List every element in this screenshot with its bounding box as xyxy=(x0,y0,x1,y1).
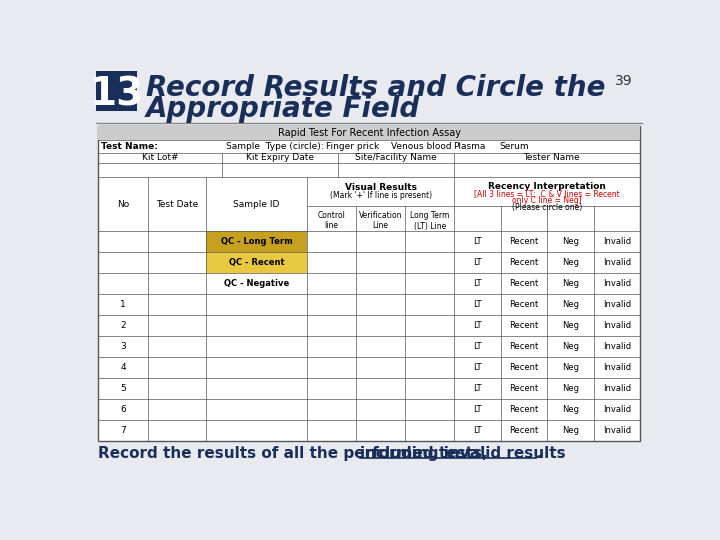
Text: Recent: Recent xyxy=(509,237,539,246)
Text: Visual Results: Visual Results xyxy=(345,184,417,192)
Text: Recent: Recent xyxy=(509,404,539,414)
Text: Neg: Neg xyxy=(562,279,579,288)
Text: Sample  Type (circle):: Sample Type (circle): xyxy=(225,142,323,151)
Text: Recency Interpretation: Recency Interpretation xyxy=(488,182,606,191)
Text: 39: 39 xyxy=(615,74,632,88)
Text: 7: 7 xyxy=(120,426,126,435)
Text: 13: 13 xyxy=(89,75,143,113)
Bar xyxy=(96,71,137,111)
Text: Finger prick: Finger prick xyxy=(326,142,379,151)
Text: 5: 5 xyxy=(120,384,126,393)
Text: Invalid: Invalid xyxy=(603,342,631,351)
Text: Recent: Recent xyxy=(509,258,539,267)
Text: (Mark '+' If line is present): (Mark '+' If line is present) xyxy=(330,191,432,200)
Text: Recent: Recent xyxy=(509,342,539,351)
Text: LT: LT xyxy=(473,342,482,351)
Text: (Please circle one): (Please circle one) xyxy=(512,202,582,212)
Text: Invalid: Invalid xyxy=(603,237,631,246)
Text: Neg: Neg xyxy=(562,426,579,435)
Text: Recent: Recent xyxy=(509,363,539,372)
Text: Appropriate Field: Appropriate Field xyxy=(145,96,420,124)
Bar xyxy=(98,126,640,441)
Text: Invalid: Invalid xyxy=(603,426,631,435)
Text: Invalid: Invalid xyxy=(603,321,631,330)
Text: Invalid: Invalid xyxy=(603,279,631,288)
Text: Neg: Neg xyxy=(562,404,579,414)
Text: Long Term
(LT) Line: Long Term (LT) Line xyxy=(410,211,449,231)
Text: Recent: Recent xyxy=(509,279,539,288)
Text: LT: LT xyxy=(473,426,482,435)
Text: Invalid: Invalid xyxy=(603,363,631,372)
Text: 3: 3 xyxy=(120,342,126,351)
Text: Test Name:: Test Name: xyxy=(101,142,158,151)
Text: Invalid: Invalid xyxy=(603,300,631,309)
Text: [All 3 lines = LT;  C & V lines = Recent: [All 3 lines = LT; C & V lines = Recent xyxy=(474,190,620,199)
Text: Recent: Recent xyxy=(509,321,539,330)
Text: Verification
Line: Verification Line xyxy=(359,211,402,231)
Text: including invalid results: including invalid results xyxy=(360,446,565,461)
Text: Recent: Recent xyxy=(509,300,539,309)
Text: Neg: Neg xyxy=(562,384,579,393)
Text: LT: LT xyxy=(473,237,482,246)
Text: Neg: Neg xyxy=(562,300,579,309)
Text: LT: LT xyxy=(473,300,482,309)
Text: Record Results and Circle the: Record Results and Circle the xyxy=(145,74,606,102)
Text: No: No xyxy=(117,200,129,208)
Bar xyxy=(206,252,307,273)
Text: Neg: Neg xyxy=(562,363,579,372)
Text: 6: 6 xyxy=(120,404,126,414)
Text: Venous blood: Venous blood xyxy=(391,142,451,151)
Text: Kit Lot#: Kit Lot# xyxy=(142,153,178,163)
Text: Sample ID: Sample ID xyxy=(233,200,280,208)
Text: LT: LT xyxy=(473,279,482,288)
Bar xyxy=(98,126,640,140)
Text: Control
line: Control line xyxy=(318,211,346,231)
Text: Neg: Neg xyxy=(562,237,579,246)
Text: Recent: Recent xyxy=(509,384,539,393)
Text: Record the results of all the performed tests,: Record the results of all the performed … xyxy=(98,446,492,461)
Text: Rapid Test For Recent Infection Assay: Rapid Test For Recent Infection Assay xyxy=(277,129,461,138)
Text: Invalid: Invalid xyxy=(603,258,631,267)
Text: 2: 2 xyxy=(120,321,126,330)
Text: LT: LT xyxy=(473,363,482,372)
Text: QC - Long Term: QC - Long Term xyxy=(221,237,292,246)
Text: Invalid: Invalid xyxy=(603,384,631,393)
Text: LT: LT xyxy=(473,404,482,414)
Text: Neg: Neg xyxy=(562,321,579,330)
Text: only C line = Neg]: only C line = Neg] xyxy=(513,195,582,205)
Text: LT: LT xyxy=(473,258,482,267)
Bar xyxy=(206,231,307,252)
Text: QC - Negative: QC - Negative xyxy=(224,279,289,288)
Text: Serum: Serum xyxy=(499,142,528,151)
Text: 4: 4 xyxy=(120,363,126,372)
Text: Recent: Recent xyxy=(509,426,539,435)
Text: .: . xyxy=(536,446,542,461)
Text: Kit Expiry Date: Kit Expiry Date xyxy=(246,153,314,163)
Text: Site/Facility Name: Site/Facility Name xyxy=(355,153,437,163)
Text: Neg: Neg xyxy=(562,258,579,267)
Text: Invalid: Invalid xyxy=(603,404,631,414)
Text: Test Date: Test Date xyxy=(156,200,198,208)
Text: Neg: Neg xyxy=(562,342,579,351)
Text: QC - Recent: QC - Recent xyxy=(229,258,284,267)
Text: LT: LT xyxy=(473,384,482,393)
Text: Plasma: Plasma xyxy=(453,142,485,151)
Text: Tester Name: Tester Name xyxy=(523,153,580,163)
Text: 1: 1 xyxy=(120,300,126,309)
Text: LT: LT xyxy=(473,321,482,330)
